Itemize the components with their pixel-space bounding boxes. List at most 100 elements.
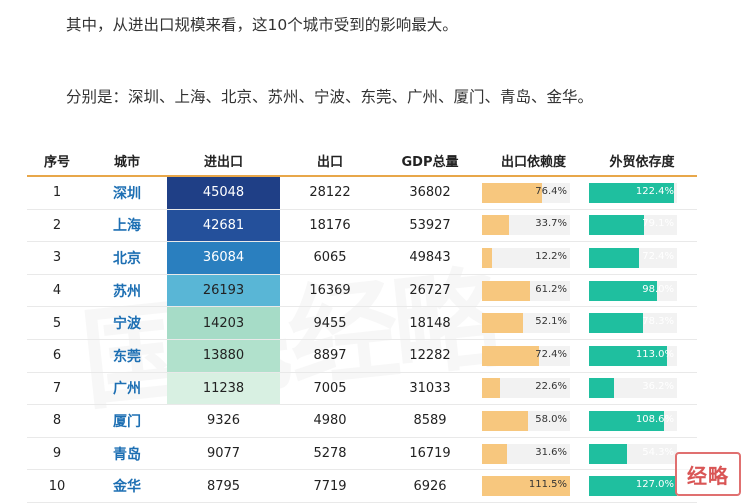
row-foreign-trade-dependency-bar-fill <box>589 280 657 301</box>
row-export-dependency-value: 22.6% <box>535 381 567 393</box>
row-export-dependency: 76.4% <box>480 176 587 210</box>
row-foreign-trade-dependency: 108.6% <box>587 404 697 438</box>
row-export-dependency: 12.2% <box>480 241 587 275</box>
row-gdp: 16719 <box>380 437 480 471</box>
row-export-dependency: 72.4% <box>480 339 587 373</box>
row-gdp: 12282 <box>380 339 480 373</box>
row-city: 北京 <box>87 241 167 275</box>
row-index: 10 <box>27 469 87 503</box>
row-foreign-trade-dependency: 72.4% <box>587 241 697 275</box>
header-export-dependency: 出口依赖度 <box>480 145 587 177</box>
row-foreign-trade-dependency-bar-fill <box>589 182 674 203</box>
table-row: 6 东莞 13880 8897 12282 72.4% 113.0% <box>27 339 697 373</box>
row-export: 5278 <box>280 437 380 471</box>
row-export-dependency-bar-fill <box>482 215 509 236</box>
row-export: 7719 <box>280 469 380 503</box>
row-foreign-trade-dependency-bar-fill <box>589 313 644 334</box>
row-foreign-trade-dependency-bar: 79.1% <box>589 215 677 236</box>
row-city: 金华 <box>87 469 167 503</box>
row-gdp: 26727 <box>380 274 480 308</box>
row-foreign-trade-dependency-value: 78.3% <box>642 316 674 328</box>
row-foreign-trade-dependency-bar-fill <box>589 476 677 497</box>
row-city: 宁波 <box>87 306 167 340</box>
row-export-dependency-value: 111.5% <box>528 479 567 491</box>
row-export-dependency-value: 61.2% <box>535 283 567 295</box>
row-foreign-trade-dependency-bar: 127.0% <box>589 476 677 497</box>
header-foreign-trade-dependency: 外贸依存度 <box>587 145 697 177</box>
row-export-dependency: 31.6% <box>480 437 587 471</box>
table-row: 9 青岛 9077 5278 16719 31.6% 54.3% <box>27 437 697 471</box>
row-index: 8 <box>27 404 87 438</box>
row-foreign-trade-dependency: 113.0% <box>587 339 697 373</box>
row-foreign-trade-dependency-bar-fill <box>589 378 615 399</box>
row-export-dependency-bar-fill <box>482 247 492 268</box>
row-export: 7005 <box>280 372 380 406</box>
row-trade: 36084 <box>167 241 280 275</box>
row-city: 深圳 <box>87 176 167 210</box>
row-foreign-trade-dependency-bar: 122.4% <box>589 182 677 203</box>
row-city: 苏州 <box>87 274 167 308</box>
row-trade: 13880 <box>167 339 280 373</box>
row-index: 2 <box>27 209 87 243</box>
row-export: 8897 <box>280 339 380 373</box>
row-foreign-trade-dependency-value: 36.2% <box>642 381 674 393</box>
row-export: 9455 <box>280 306 380 340</box>
row-index: 5 <box>27 306 87 340</box>
row-gdp: 53927 <box>380 209 480 243</box>
row-trade: 42681 <box>167 209 280 243</box>
row-foreign-trade-dependency-bar: 98.0% <box>589 280 677 301</box>
row-export-dependency-bar-fill <box>482 378 500 399</box>
intro-paragraph-1: 其中，从进出口规模来看，这10个城市受到的影响最大。 <box>66 16 458 34</box>
row-gdp: 18148 <box>380 306 480 340</box>
row-export-dependency: 61.2% <box>480 274 587 308</box>
row-export-dependency-value: 58.0% <box>535 413 567 425</box>
row-index: 4 <box>27 274 87 308</box>
row-foreign-trade-dependency-value: 127.0% <box>635 479 674 491</box>
row-foreign-trade-dependency-bar: 78.3% <box>589 313 677 334</box>
city-trade-table: 序号 城市 进出口 出口 GDP总量 出口依赖度 外贸依存度 1 深圳 45048 2… <box>27 145 697 503</box>
table-row: 1 深圳 45048 28122 36802 76.4% 122.4% <box>27 176 697 210</box>
row-export-dependency: 22.6% <box>480 372 587 406</box>
row-foreign-trade-dependency-value: 72.4% <box>642 250 674 262</box>
row-index: 7 <box>27 372 87 406</box>
row-foreign-trade-dependency-value: 108.6% <box>635 413 674 425</box>
row-city: 厦门 <box>87 404 167 438</box>
row-trade: 26193 <box>167 274 280 308</box>
header-index: 序号 <box>27 145 87 177</box>
row-export: 4980 <box>280 404 380 438</box>
row-index: 9 <box>27 437 87 471</box>
row-trade: 9077 <box>167 437 280 471</box>
row-export-dependency-bar-fill <box>482 443 507 464</box>
row-trade: 8795 <box>167 469 280 503</box>
row-foreign-trade-dependency-value: 79.1% <box>642 218 674 230</box>
row-export-dependency-value: 72.4% <box>535 348 567 360</box>
row-trade: 11238 <box>167 372 280 406</box>
row-foreign-trade-dependency: 98.0% <box>587 274 697 308</box>
row-export-dependency-bar: 61.2% <box>482 280 570 301</box>
row-foreign-trade-dependency: 78.3% <box>587 306 697 340</box>
table-row: 5 宁波 14203 9455 18148 52.1% 78.3% <box>27 306 697 340</box>
table-row: 7 广州 11238 7005 31033 22.6% 36.2% <box>27 372 697 406</box>
row-foreign-trade-dependency-bar: 72.4% <box>589 247 677 268</box>
row-foreign-trade-dependency-bar-fill <box>589 247 640 268</box>
row-gdp: 6926 <box>380 469 480 503</box>
row-trade: 9326 <box>167 404 280 438</box>
row-gdp: 36802 <box>380 176 480 210</box>
row-export: 6065 <box>280 241 380 275</box>
row-foreign-trade-dependency-value: 98.0% <box>642 283 674 295</box>
logo-text: 经略 <box>687 463 729 488</box>
row-export-dependency-bar-fill <box>482 410 528 431</box>
row-export-dependency-bar-fill <box>482 182 543 203</box>
row-city: 东莞 <box>87 339 167 373</box>
row-foreign-trade-dependency-bar-fill <box>589 443 627 464</box>
row-foreign-trade-dependency-bar: 54.3% <box>589 443 677 464</box>
row-export-dependency-value: 33.7% <box>535 218 567 230</box>
row-export-dependency-value: 52.1% <box>535 316 567 328</box>
row-export-dependency-value: 12.2% <box>535 250 567 262</box>
row-foreign-trade-dependency-bar-fill <box>589 410 665 431</box>
table-row: 4 苏州 26193 16369 26727 61.2% 98.0% <box>27 274 697 308</box>
row-export-dependency: 58.0% <box>480 404 587 438</box>
row-city: 上海 <box>87 209 167 243</box>
row-foreign-trade-dependency-bar-fill <box>589 345 668 366</box>
row-export-dependency-bar-fill <box>482 476 570 497</box>
